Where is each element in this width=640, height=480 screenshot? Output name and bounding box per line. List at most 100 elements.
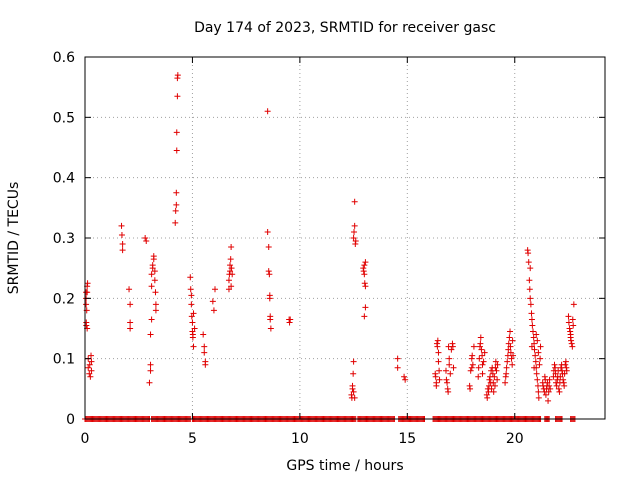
data-point: [562, 361, 569, 368]
data-point: [542, 391, 549, 398]
data-point: [187, 286, 194, 293]
data-point: [535, 388, 542, 395]
data-point: [172, 219, 179, 226]
data-point: [394, 355, 401, 362]
x-tick-label: 0: [81, 431, 90, 447]
data-point: [149, 265, 156, 272]
data-point: [227, 268, 234, 275]
data-point: [527, 295, 534, 302]
data-point: [361, 280, 368, 287]
data-point: [491, 373, 498, 380]
data-point: [470, 343, 477, 350]
data-point: [507, 328, 514, 335]
data-point: [447, 370, 454, 377]
data-point: [147, 367, 154, 374]
data-point: [534, 382, 541, 389]
data-point: [362, 283, 369, 290]
data-point: [360, 268, 367, 275]
data-point: [202, 361, 209, 368]
y-tick-label: 0.3: [53, 231, 75, 247]
data-point: [172, 207, 179, 214]
data-point: [545, 397, 552, 404]
data-point: [475, 364, 482, 371]
data-point: [478, 346, 485, 353]
data-point: [361, 313, 368, 320]
data-point: [351, 228, 358, 235]
data-point: [446, 355, 453, 362]
data-point: [468, 364, 475, 371]
data-point: [87, 373, 94, 380]
data-point: [557, 373, 564, 380]
data-point: [568, 340, 575, 347]
data-point: [118, 231, 125, 238]
chart-title: Day 174 of 2023, SRMTID for receiver gas…: [194, 20, 496, 36]
data-point: [562, 358, 569, 365]
data-point: [228, 265, 235, 272]
grid: [85, 57, 605, 419]
data-point: [188, 301, 195, 308]
data-point: [533, 331, 540, 338]
data-point: [265, 268, 272, 275]
data-point: [537, 355, 544, 362]
data-point: [201, 343, 208, 350]
data-point: [481, 349, 488, 356]
data-point: [561, 382, 568, 389]
data-point: [264, 108, 271, 115]
data-point: [547, 385, 554, 392]
data-point: [509, 337, 516, 344]
data-point: [510, 352, 517, 359]
data-point: [127, 301, 134, 308]
x-tick-label: 10: [291, 431, 309, 447]
data-point: [229, 271, 236, 278]
data-point: [152, 307, 159, 314]
data-point: [485, 382, 492, 389]
data-point: [479, 361, 486, 368]
data-point: [561, 370, 568, 377]
data-point: [351, 222, 358, 229]
data-point: [526, 286, 533, 293]
data-point: [536, 361, 543, 368]
y-tick-label: 0.6: [53, 50, 75, 66]
data-point: [436, 376, 443, 383]
data-point: [148, 283, 155, 290]
data-point: [557, 364, 564, 371]
data-point: [173, 189, 180, 196]
data-point: [556, 388, 563, 395]
data-point: [467, 367, 474, 374]
data-point: [174, 72, 181, 79]
data-point: [569, 343, 576, 350]
data-point: [450, 364, 457, 371]
data-point: [352, 238, 359, 245]
data-point: [566, 325, 573, 332]
data-point: [362, 259, 369, 266]
data-point: [190, 310, 197, 317]
data-point: [502, 379, 509, 386]
data-point: [200, 331, 207, 338]
data-point: [546, 382, 553, 389]
data-point: [488, 385, 495, 392]
data-point: [173, 201, 180, 208]
data-point: [361, 271, 368, 278]
data-point: [212, 286, 218, 293]
data-point: [476, 355, 483, 362]
data-point: [480, 358, 487, 365]
data-point: [201, 349, 208, 356]
data-point: [552, 364, 559, 371]
data-point: [436, 367, 443, 374]
data-point: [187, 274, 194, 281]
data-point: [143, 238, 150, 245]
data-point: [173, 129, 180, 136]
data-point: [486, 376, 493, 383]
data-point: [265, 244, 272, 251]
data-point: [151, 268, 158, 275]
data-point: [191, 325, 198, 332]
data-point: [565, 319, 572, 326]
data-point: [349, 382, 356, 389]
data-point: [188, 292, 195, 299]
data-point: [434, 337, 441, 344]
data-point: [189, 334, 196, 341]
data-point: [83, 322, 90, 329]
data-point: [530, 334, 537, 341]
data-point: [401, 373, 408, 380]
data-point: [528, 343, 535, 350]
